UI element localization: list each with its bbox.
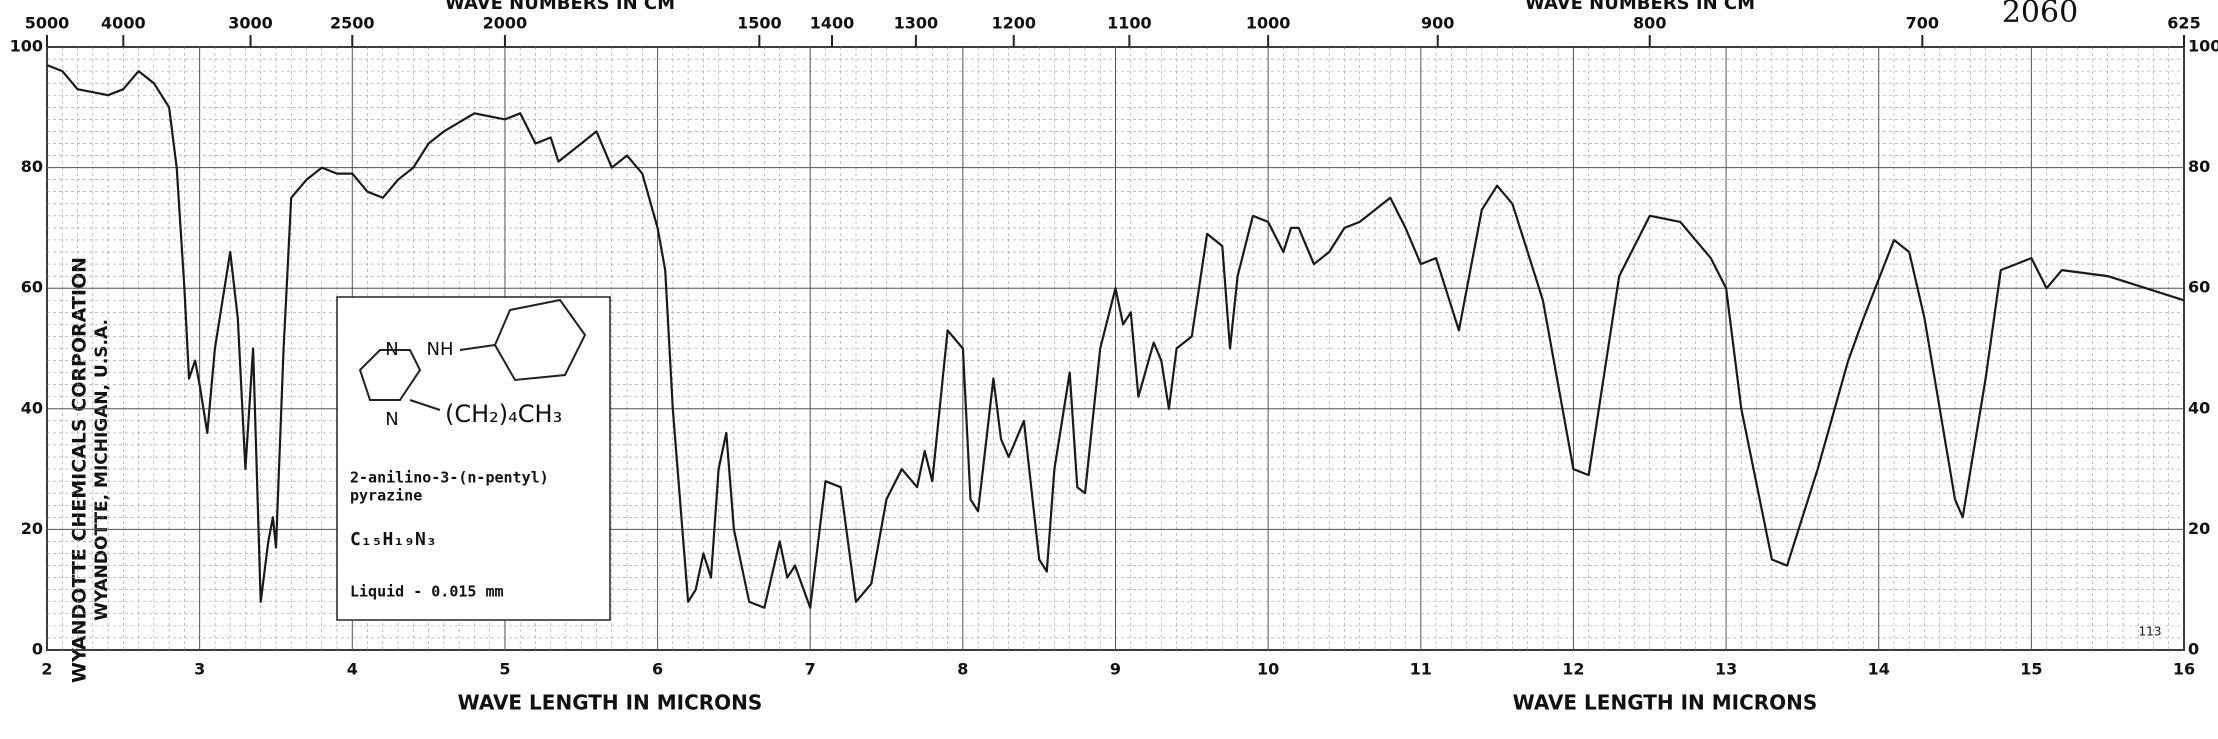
spectrum-line bbox=[46, 64, 2185, 609]
x-tick-label: 4 bbox=[347, 660, 358, 679]
y-tick-label: 20 bbox=[21, 519, 43, 538]
top-tick-label: 5000 bbox=[25, 14, 70, 33]
pyrazine-ring bbox=[358, 349, 422, 401]
x-tick-label: 9 bbox=[1110, 660, 1121, 679]
page-number: 113 bbox=[2139, 625, 2162, 639]
top-tick-label: 700 bbox=[1906, 14, 1939, 33]
bond bbox=[409, 399, 441, 411]
y2-tick-label: 0 bbox=[2188, 640, 2199, 659]
sample-box: N N NH (CH₂)₄CH₃ 2-anilino-3-(n-pentyl) … bbox=[336, 296, 611, 621]
atom-label: N bbox=[385, 409, 398, 430]
atom-label: N bbox=[385, 339, 398, 360]
y-tick-label: 0 bbox=[32, 640, 43, 659]
sample-formula: C₁₅H₁₉N₃ bbox=[350, 529, 437, 550]
x-tick-label: 8 bbox=[957, 660, 968, 679]
top-tick-label: 625 bbox=[2167, 14, 2200, 33]
y-tick-label: 60 bbox=[21, 278, 43, 297]
x-tick-label: 16 bbox=[2173, 660, 2195, 679]
top-tick-label: 2500 bbox=[330, 14, 375, 33]
x-tick-label: 5 bbox=[499, 660, 510, 679]
top-tick-label: 1500 bbox=[737, 14, 782, 33]
top-axis-label: WAVE NUMBERS IN CM bbox=[1525, 0, 1755, 14]
company-name: WYANDOTTE CHEMICALS CORPORATION bbox=[69, 257, 91, 683]
sample-name: 2-anilino-3-(n-pentyl) bbox=[350, 469, 549, 487]
top-tick-label: 1300 bbox=[894, 14, 939, 33]
x-tick-label: 11 bbox=[1410, 660, 1432, 679]
x-axis-label: WAVE LENGTH IN MICRONS bbox=[458, 691, 763, 715]
atom-label: NH bbox=[427, 339, 454, 360]
x-tick-label: 2 bbox=[41, 660, 52, 679]
y-tick-label: 100 bbox=[10, 37, 43, 56]
sample-box-frame bbox=[336, 296, 611, 621]
top-tick-label: 900 bbox=[1421, 14, 1454, 33]
top-tick-label: 1400 bbox=[810, 14, 855, 33]
top-tick-label: 800 bbox=[1633, 14, 1666, 33]
sample-name: pyrazine bbox=[350, 487, 422, 505]
x-tick-label: 10 bbox=[1257, 660, 1279, 679]
sample-number: 2060 bbox=[2002, 0, 2078, 30]
y-tick-label: 80 bbox=[21, 157, 43, 176]
x-tick-label: 6 bbox=[652, 660, 663, 679]
y-tick-label: 40 bbox=[21, 398, 43, 417]
top-tick-label: 3000 bbox=[228, 14, 273, 33]
chain-label: (CH₂)₄CH₃ bbox=[445, 400, 562, 428]
company-location: WYANDOTTE, MICHIGAN, U.S.A. bbox=[92, 319, 112, 621]
y2-tick-label: 60 bbox=[2188, 278, 2210, 297]
y2-tick-label: 20 bbox=[2188, 519, 2210, 538]
x-axis-label: WAVE LENGTH IN MICRONS bbox=[1513, 691, 1818, 715]
x-tick-label: 3 bbox=[194, 660, 205, 679]
bond bbox=[459, 344, 496, 351]
top-tick-label: 1000 bbox=[1246, 14, 1291, 33]
x-tick-label: 12 bbox=[1562, 660, 1584, 679]
y2-tick-label: 100 bbox=[2188, 37, 2218, 56]
top-tick-label: 2000 bbox=[483, 14, 528, 33]
sample-condition: Liquid - 0.015 mm bbox=[350, 583, 504, 601]
x-tick-label: 13 bbox=[1715, 660, 1737, 679]
y2-tick-label: 40 bbox=[2188, 398, 2210, 417]
top-tick-label: 4000 bbox=[101, 14, 146, 33]
x-tick-label: 7 bbox=[805, 660, 816, 679]
top-axis-label: WAVE NUMBERS IN CM bbox=[445, 0, 675, 14]
x-tick-label: 15 bbox=[2020, 660, 2042, 679]
top-tick-label: 1100 bbox=[1107, 14, 1152, 33]
x-tick-label: 14 bbox=[1868, 660, 1890, 679]
top-tick-label: 1200 bbox=[991, 14, 1036, 33]
y2-tick-label: 80 bbox=[2188, 157, 2210, 176]
